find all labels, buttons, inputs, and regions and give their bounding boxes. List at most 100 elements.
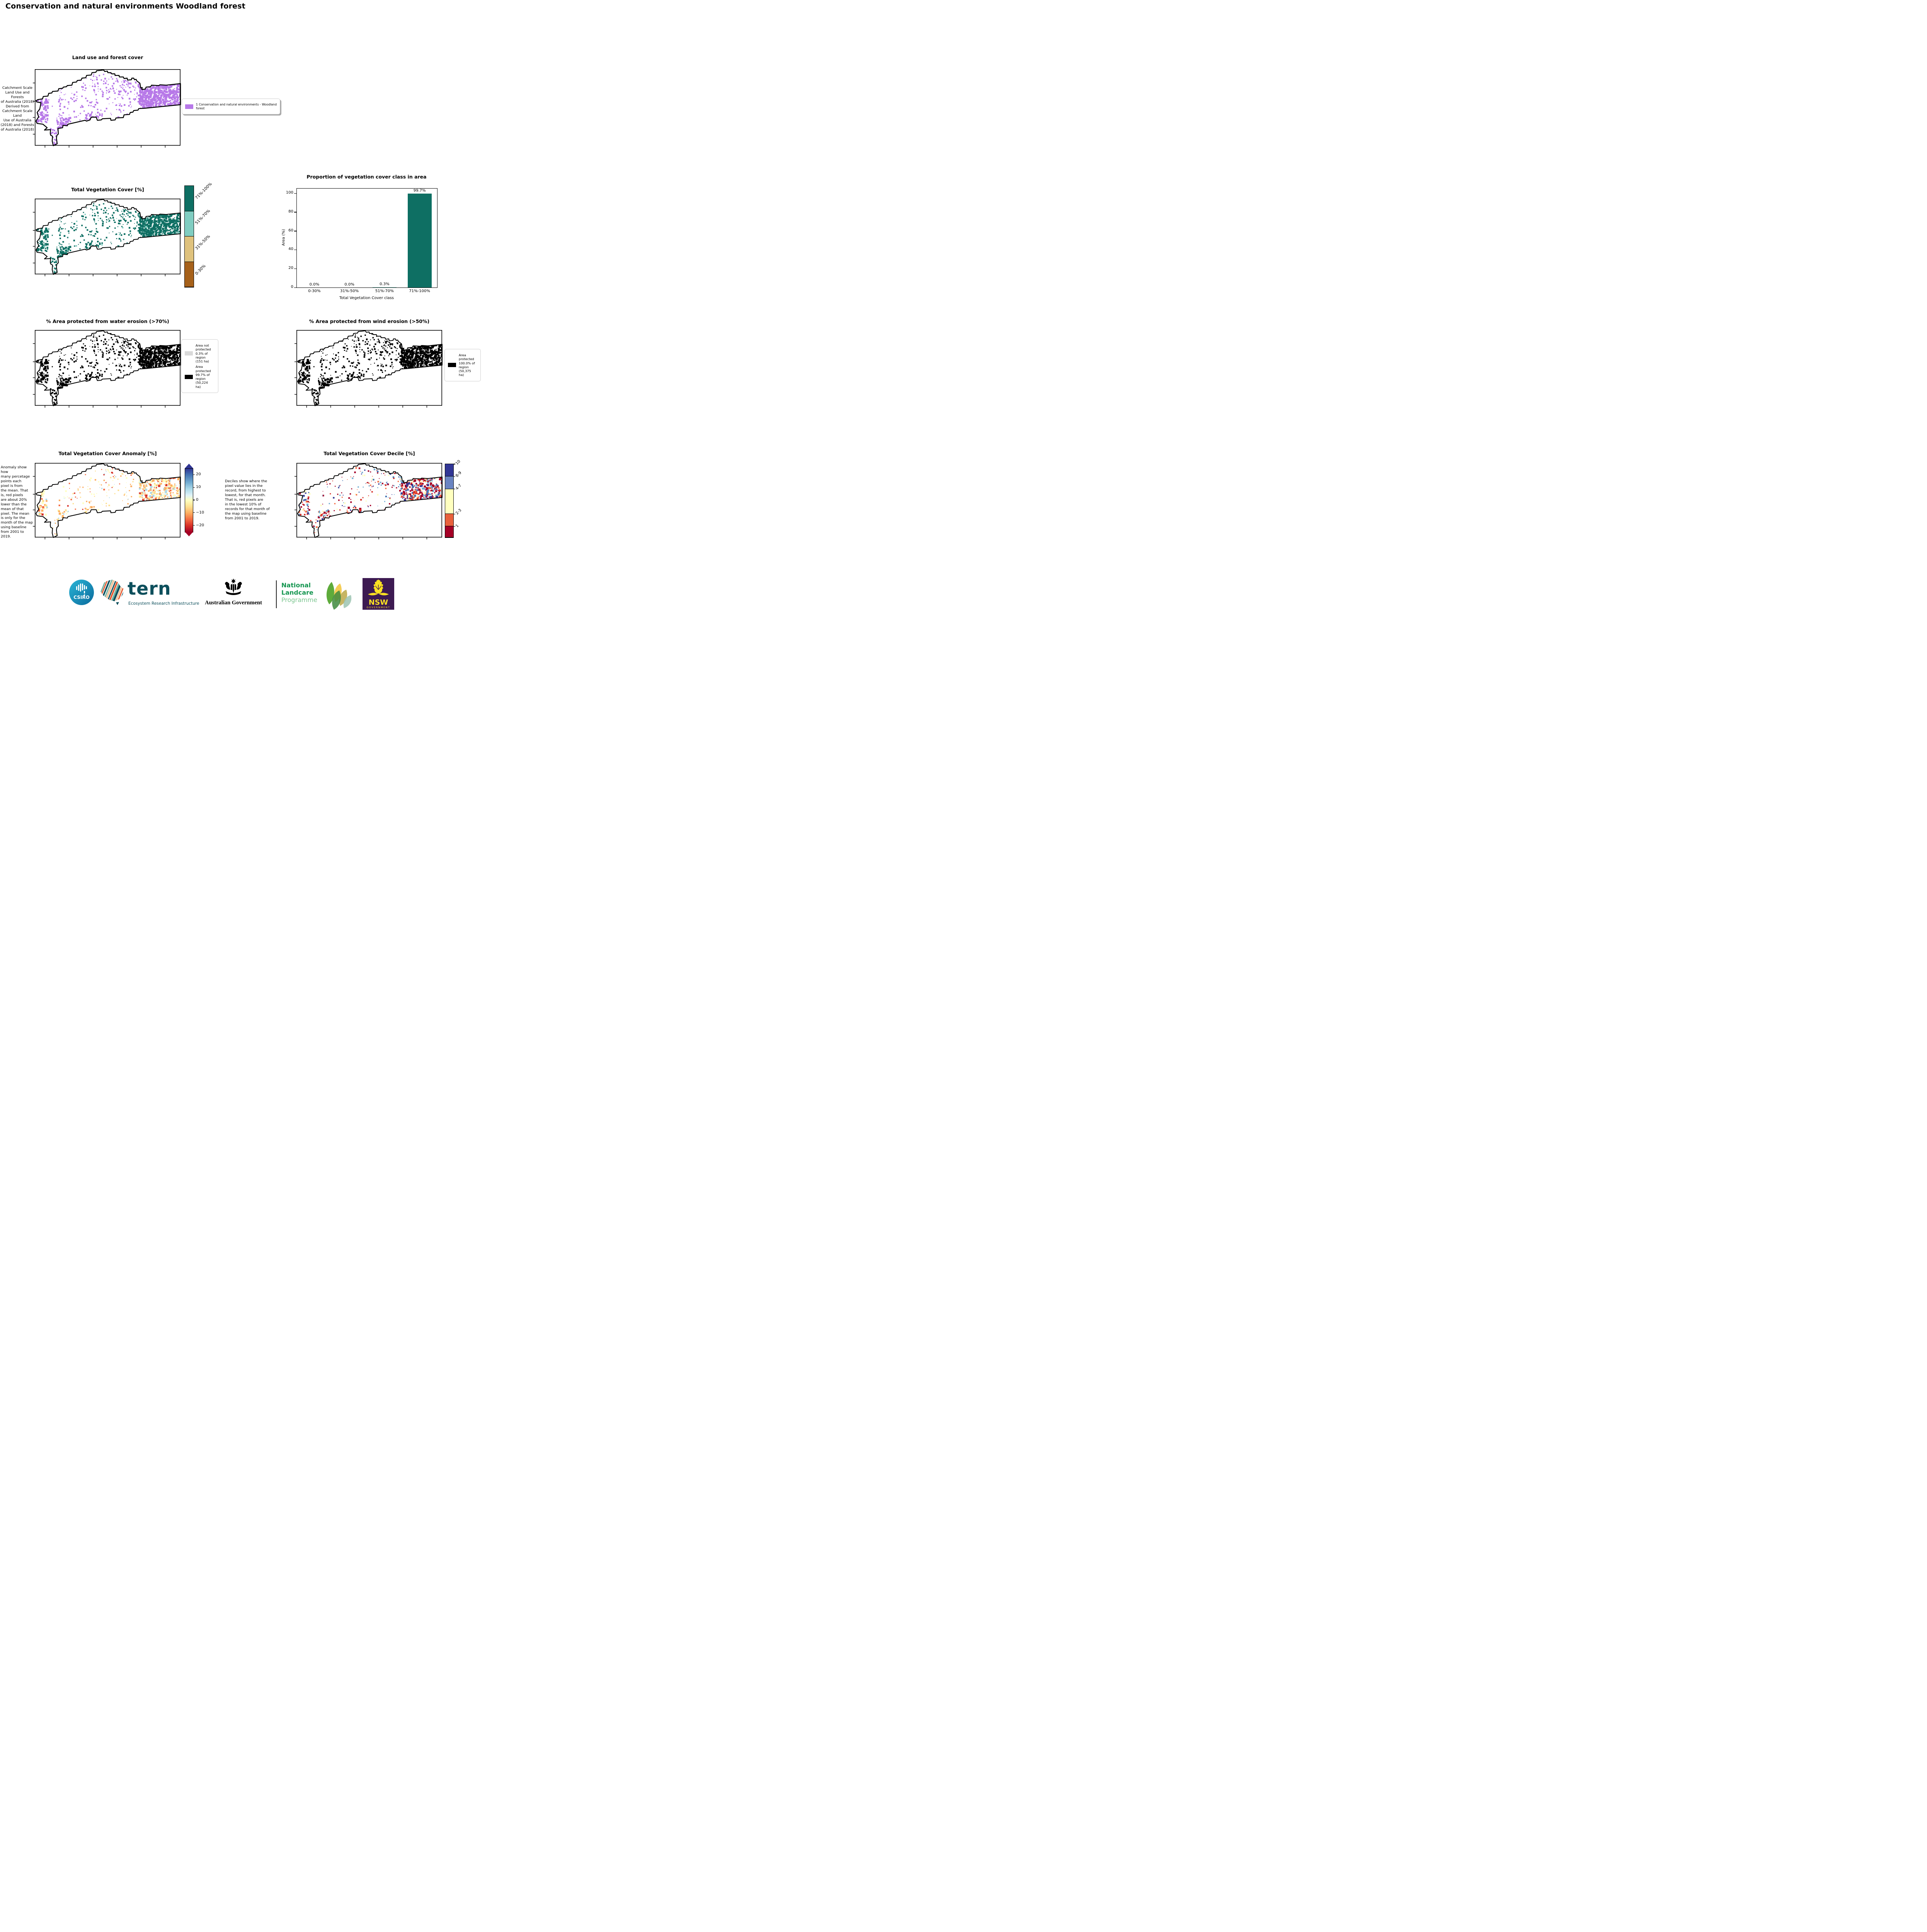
- tern-wordmark: tern: [128, 578, 171, 599]
- decile-colorbar-label: 8-9: [455, 471, 463, 478]
- tern-logo: [97, 579, 125, 607]
- anomaly-title: Total Vegetation Cover Anomaly [%]: [58, 451, 157, 456]
- proportion-title: Proportion of vegetation cover class in …: [306, 174, 427, 180]
- wind-map: [294, 330, 443, 408]
- wind-map-canvas: [294, 330, 443, 408]
- y-tick-label: 40: [288, 247, 293, 252]
- decile-colorbar-segment: [445, 514, 453, 527]
- veg-colorbar-segment: [185, 186, 194, 211]
- bar-value-label: 0.0%: [309, 282, 320, 287]
- ausgov-crest-icon: [221, 578, 246, 601]
- veg-map: [33, 199, 181, 276]
- csiro-logo: CSIRO: [69, 580, 94, 607]
- nsw-logo: NSW GOVERNMENT: [363, 578, 394, 610]
- veg-colorbar-segment: [185, 262, 194, 287]
- figure-root: Conservation and natural environments Wo…: [0, 0, 482, 611]
- y-tick-label: 0: [291, 285, 293, 289]
- landuse-map: [33, 69, 181, 148]
- water-legend-swatch-protected: [185, 374, 193, 379]
- landuse-legend-swatch: [185, 104, 193, 109]
- decile-colorbar-segment: [445, 489, 453, 514]
- x-tick-label: 51%-70%: [375, 289, 394, 293]
- veg-map-canvas: [33, 199, 181, 276]
- landcare-leaves-icon: [322, 579, 353, 611]
- page-title: Conservation and natural environments Wo…: [5, 2, 246, 10]
- x-tick-label: 71%-100%: [409, 289, 430, 293]
- decile-colorbar-tick: [453, 526, 455, 527]
- landuse-legend-label: 1 Conservation and natural environments …: [196, 103, 277, 110]
- anomaly-caption: Anomaly show how many percetage points e…: [1, 465, 33, 539]
- decile-caption: Deciles show where the pixel value lies …: [225, 479, 270, 520]
- decile-colorbar-label: 1: [455, 523, 460, 528]
- y-tick-label: 100: [286, 190, 293, 195]
- anomaly-map: [33, 463, 181, 539]
- decile-colorbar-label: 2-3: [455, 508, 463, 516]
- veg-colorbar-label: 71%-100%: [194, 181, 213, 200]
- bar-value-label: 0.3%: [380, 282, 390, 286]
- veg-colorbar-segment: [185, 236, 194, 262]
- bar-value-label: 0.0%: [344, 282, 354, 287]
- decile-colorbar-segment: [445, 476, 453, 489]
- water-legend-label-notprotected: Area not protected 0.3% of region (151 h…: [196, 344, 211, 363]
- anomaly-colorbar-tick: [193, 487, 195, 488]
- landcare-line2: Landcare: [281, 588, 313, 596]
- decile-colorbar-segment: [445, 526, 453, 537]
- y-tick: [294, 287, 297, 288]
- x-tick-label: 31%-50%: [340, 289, 359, 293]
- veg-colorbar-label: 0-30%: [194, 264, 207, 276]
- anomaly-colorbar-label: 0: [196, 498, 199, 502]
- decile-colorbar-segment: [445, 464, 453, 477]
- landuse-legend: 1 Conservation and natural environments …: [182, 99, 281, 115]
- water-legend-label-protected: Area protected 99.7% of region (50,224 h…: [196, 365, 211, 389]
- water-map: [33, 330, 181, 408]
- x-tick-label: 0-30%: [308, 289, 321, 293]
- y-tick: [294, 193, 297, 194]
- decile-colorbar: 10 8-9 4-7 2-3 1: [445, 459, 462, 538]
- water-title: % Area protected from water erosion (>70…: [46, 318, 169, 324]
- veg-colorbar: 71%-100% 51%-70% 31%-50% 0-30%: [184, 182, 213, 287]
- veg-colorbar-segment: [185, 211, 194, 236]
- nsw-wordmark: NSW: [368, 598, 388, 607]
- veg-title: Total Vegetation Cover [%]: [71, 187, 144, 192]
- logo-divider: [276, 580, 277, 608]
- ausgov-wordmark: Australian Government: [205, 600, 262, 606]
- veg-colorbar-label: 31%-50%: [194, 234, 211, 251]
- nsw-waratah-icon: [368, 580, 389, 595]
- anomaly-map-canvas: [33, 463, 181, 539]
- y-tick-label: 80: [288, 209, 293, 214]
- decile-colorbar-label: 4-7: [455, 483, 463, 491]
- landuse-caption: Catchment Scale Land Use and Forests of …: [0, 86, 34, 132]
- landcare-line1: National: [281, 582, 311, 589]
- landuse-title: Land use and forest cover: [72, 54, 143, 60]
- anomaly-colorbar-tick: [193, 474, 195, 475]
- anomaly-colorbar-gradient: [185, 468, 193, 532]
- tern-australia-icon: [100, 580, 124, 605]
- y-tick-label: 60: [288, 228, 293, 233]
- wind-legend-swatch-protected: [448, 363, 456, 367]
- proportion-bar-chart: 0.0% 0-30% 0.0% 31%-50% 0.3% 51%-70% 99.7% 71%-…: [286, 188, 437, 293]
- anomaly-colorbar-label: −10: [196, 510, 204, 515]
- landcare-line3: Programme: [281, 596, 317, 604]
- anomaly-colorbar-arrow-down-icon: [185, 532, 193, 536]
- anomaly-colorbar-tick: [193, 525, 195, 526]
- landuse-map-canvas: [33, 69, 181, 148]
- nsw-subtitle: GOVERNMENT: [366, 606, 390, 609]
- decile-colorbar-label: 10: [455, 459, 461, 466]
- decile-map: [294, 463, 443, 539]
- water-legend-swatch-notprotected: [185, 351, 193, 356]
- decile-title: Total Vegetation Cover Decile [%]: [323, 451, 415, 456]
- landcare-logo: National Landcare Programme: [281, 582, 317, 604]
- bar-value-label: 99.7%: [413, 188, 426, 193]
- water-legend: Area not protected 0.3% of region (151 h…: [181, 339, 218, 393]
- anomaly-colorbar: 20 10 0 −10 −20: [185, 464, 204, 536]
- anomaly-colorbar-arrow-up-icon: [185, 464, 193, 468]
- bar-71%-100%: [407, 193, 432, 287]
- wind-title: % Area protected from wind erosion (>50%…: [309, 318, 430, 324]
- wind-legend: Area protected 100.0% of region (50,375 …: [444, 349, 481, 381]
- tern-subtitle: Ecosystem Research Infrastructure: [128, 601, 199, 606]
- veg-colorbar-label: 51%-70%: [194, 209, 211, 226]
- anomaly-colorbar-label: 10: [196, 485, 201, 490]
- wind-legend-label-protected: Area protected 100.0% of region (50,375 …: [459, 353, 475, 377]
- anomaly-colorbar-label: −20: [196, 523, 204, 527]
- anomaly-colorbar-tick: [193, 512, 195, 513]
